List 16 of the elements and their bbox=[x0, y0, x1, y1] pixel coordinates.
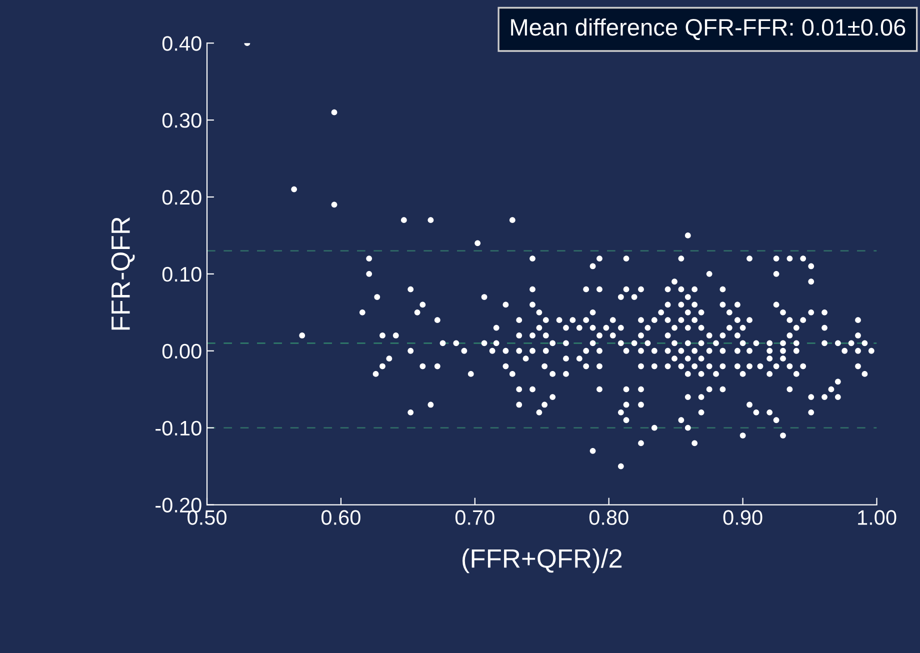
y-tick-label: 0.40 bbox=[162, 36, 202, 51]
x-tick-label: 0.80 bbox=[589, 510, 628, 525]
x-tick-label: 0.50 bbox=[188, 510, 226, 525]
y-tick-label: 0.10 bbox=[162, 266, 202, 282]
y-axis-title: FFR-QFR bbox=[111, 217, 135, 330]
y-tick-label: 0.20 bbox=[162, 190, 202, 205]
x-axis-title: (FFR+QFR)/2 bbox=[462, 548, 622, 574]
y-tick-label: -0.10 bbox=[156, 420, 202, 436]
text: Mean difference QFR-FFR: 0.01±0.06 bbox=[511, 18, 906, 40]
x-tick-label: 0.70 bbox=[455, 510, 494, 525]
y-tick-label: 0.30 bbox=[162, 113, 202, 128]
x-tick-label: 1.00 bbox=[858, 510, 896, 525]
x-tick-label: 0.90 bbox=[723, 510, 762, 525]
y-tick-label: 0.00 bbox=[162, 344, 202, 359]
x-tick-label: 0.60 bbox=[321, 510, 360, 525]
y-tick-label: -0.20 bbox=[156, 498, 202, 513]
